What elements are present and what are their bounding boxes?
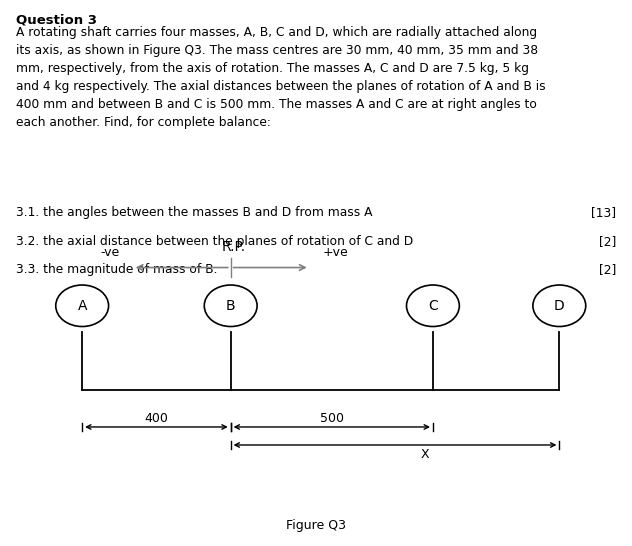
Text: +ve: +ve: [322, 246, 348, 259]
Text: C: C: [428, 299, 438, 313]
Text: D: D: [554, 299, 565, 313]
Text: 3.3. the magnitude of mass of B.: 3.3. the magnitude of mass of B.: [16, 263, 217, 276]
Text: [13]: [13]: [591, 206, 616, 219]
Text: -ve: -ve: [101, 246, 120, 259]
Text: 400: 400: [145, 412, 168, 425]
Text: Question 3: Question 3: [16, 14, 97, 27]
Text: Figure Q3: Figure Q3: [286, 519, 346, 532]
Text: R.P.: R.P.: [222, 240, 246, 254]
Text: A: A: [77, 299, 87, 313]
Text: X: X: [420, 448, 429, 461]
Text: [2]: [2]: [599, 263, 616, 276]
Text: 3.2. the axial distance between the planes of rotation of C and D: 3.2. the axial distance between the plan…: [16, 235, 413, 248]
Text: B: B: [226, 299, 236, 313]
Text: 500: 500: [320, 412, 344, 425]
Text: 3.1. the angles between the masses B and D from mass A: 3.1. the angles between the masses B and…: [16, 206, 372, 219]
Text: A rotating shaft carries four masses, A, B, C and D, which are radially attached: A rotating shaft carries four masses, A,…: [16, 26, 545, 129]
Text: [2]: [2]: [599, 235, 616, 248]
